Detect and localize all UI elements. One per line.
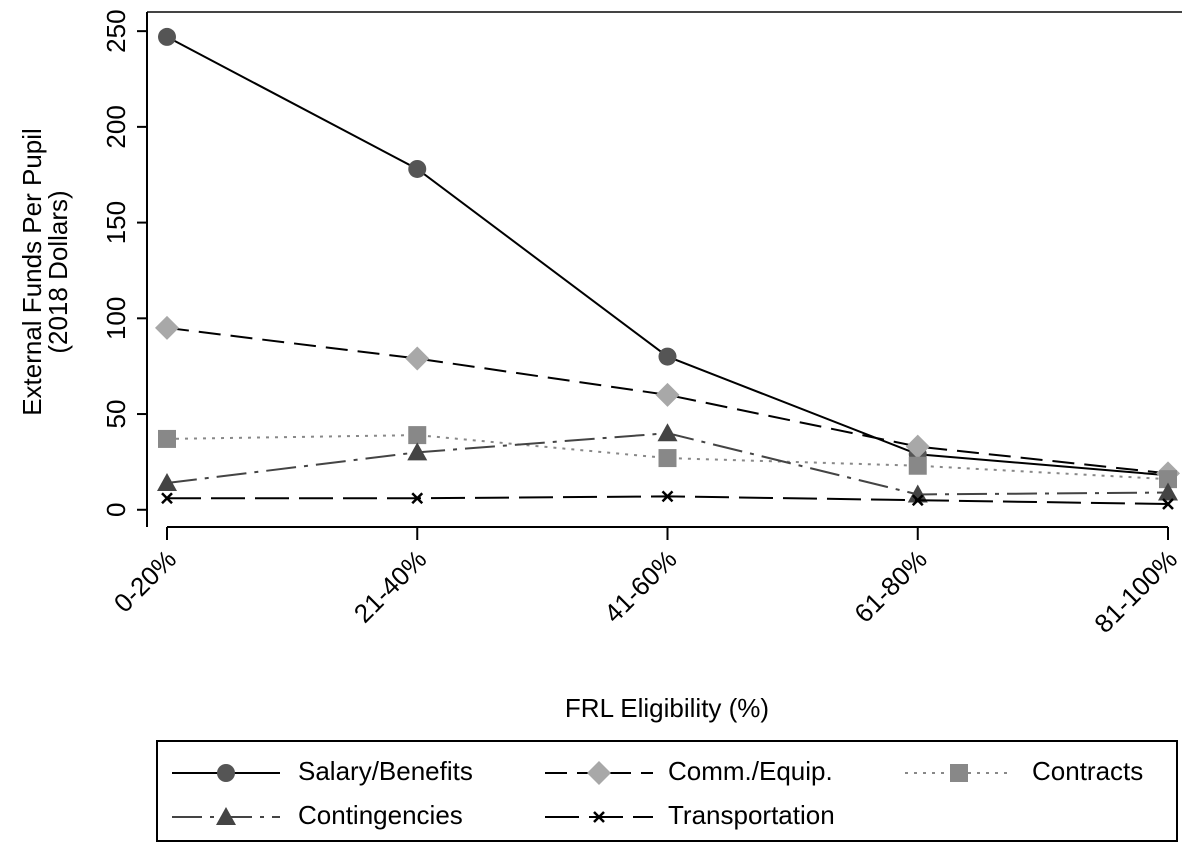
data-point — [1158, 482, 1178, 501]
data-point — [158, 429, 176, 448]
data-point — [408, 159, 427, 178]
data-point — [157, 472, 177, 491]
legend-label: Salary/Benefits — [298, 756, 473, 786]
legend-marker — [217, 764, 235, 782]
y-tick-label: 250 — [101, 9, 131, 52]
data-point — [911, 494, 924, 507]
x-tick-label: 61-80% — [848, 544, 933, 629]
data-point — [655, 382, 680, 407]
x-axis-label: FRL Eligibility (%) — [565, 693, 769, 723]
x-tick-label: 21-40% — [348, 544, 433, 629]
data-point — [905, 434, 930, 459]
data-point — [155, 315, 179, 340]
legend-label: Contingencies — [298, 800, 463, 830]
data-point — [658, 449, 677, 468]
series-line — [166, 36, 1169, 477]
data-point — [661, 490, 674, 503]
legend-marker — [950, 764, 968, 782]
legend-label: Comm./Equip. — [668, 756, 833, 786]
y-axis-label: External Funds Per Pupil — [17, 128, 47, 416]
data-point — [907, 484, 928, 503]
legend-label: Transportation — [668, 800, 835, 830]
series-line — [166, 326, 1169, 475]
data-point — [408, 426, 427, 445]
y-tick-label: 150 — [101, 201, 131, 244]
data-point — [158, 27, 176, 46]
x-tick-label: 41-60% — [598, 544, 683, 629]
y-tick-label: 0 — [101, 503, 131, 517]
data-point — [908, 456, 927, 475]
data-point — [161, 492, 173, 505]
legend-marker — [587, 761, 611, 785]
data-point — [657, 423, 678, 442]
y-axis-label: (2018 Dollars) — [43, 190, 73, 353]
y-tick-label: 100 — [101, 297, 131, 340]
data-point — [405, 346, 430, 371]
data-point — [407, 442, 428, 461]
data-point — [411, 492, 424, 505]
legend-box — [156, 740, 1178, 842]
x-tick-label: 0-20% — [108, 544, 182, 618]
x-tick-label: 81-100% — [1088, 544, 1182, 639]
y-tick-label: 50 — [101, 400, 131, 429]
data-point — [658, 347, 677, 366]
legend-label: Contracts — [1032, 756, 1143, 786]
data-point — [1159, 470, 1177, 489]
y-tick-label: 200 — [101, 105, 131, 148]
data-point — [1162, 498, 1174, 510]
legend-marker — [593, 811, 605, 823]
legend-marker — [216, 807, 236, 825]
